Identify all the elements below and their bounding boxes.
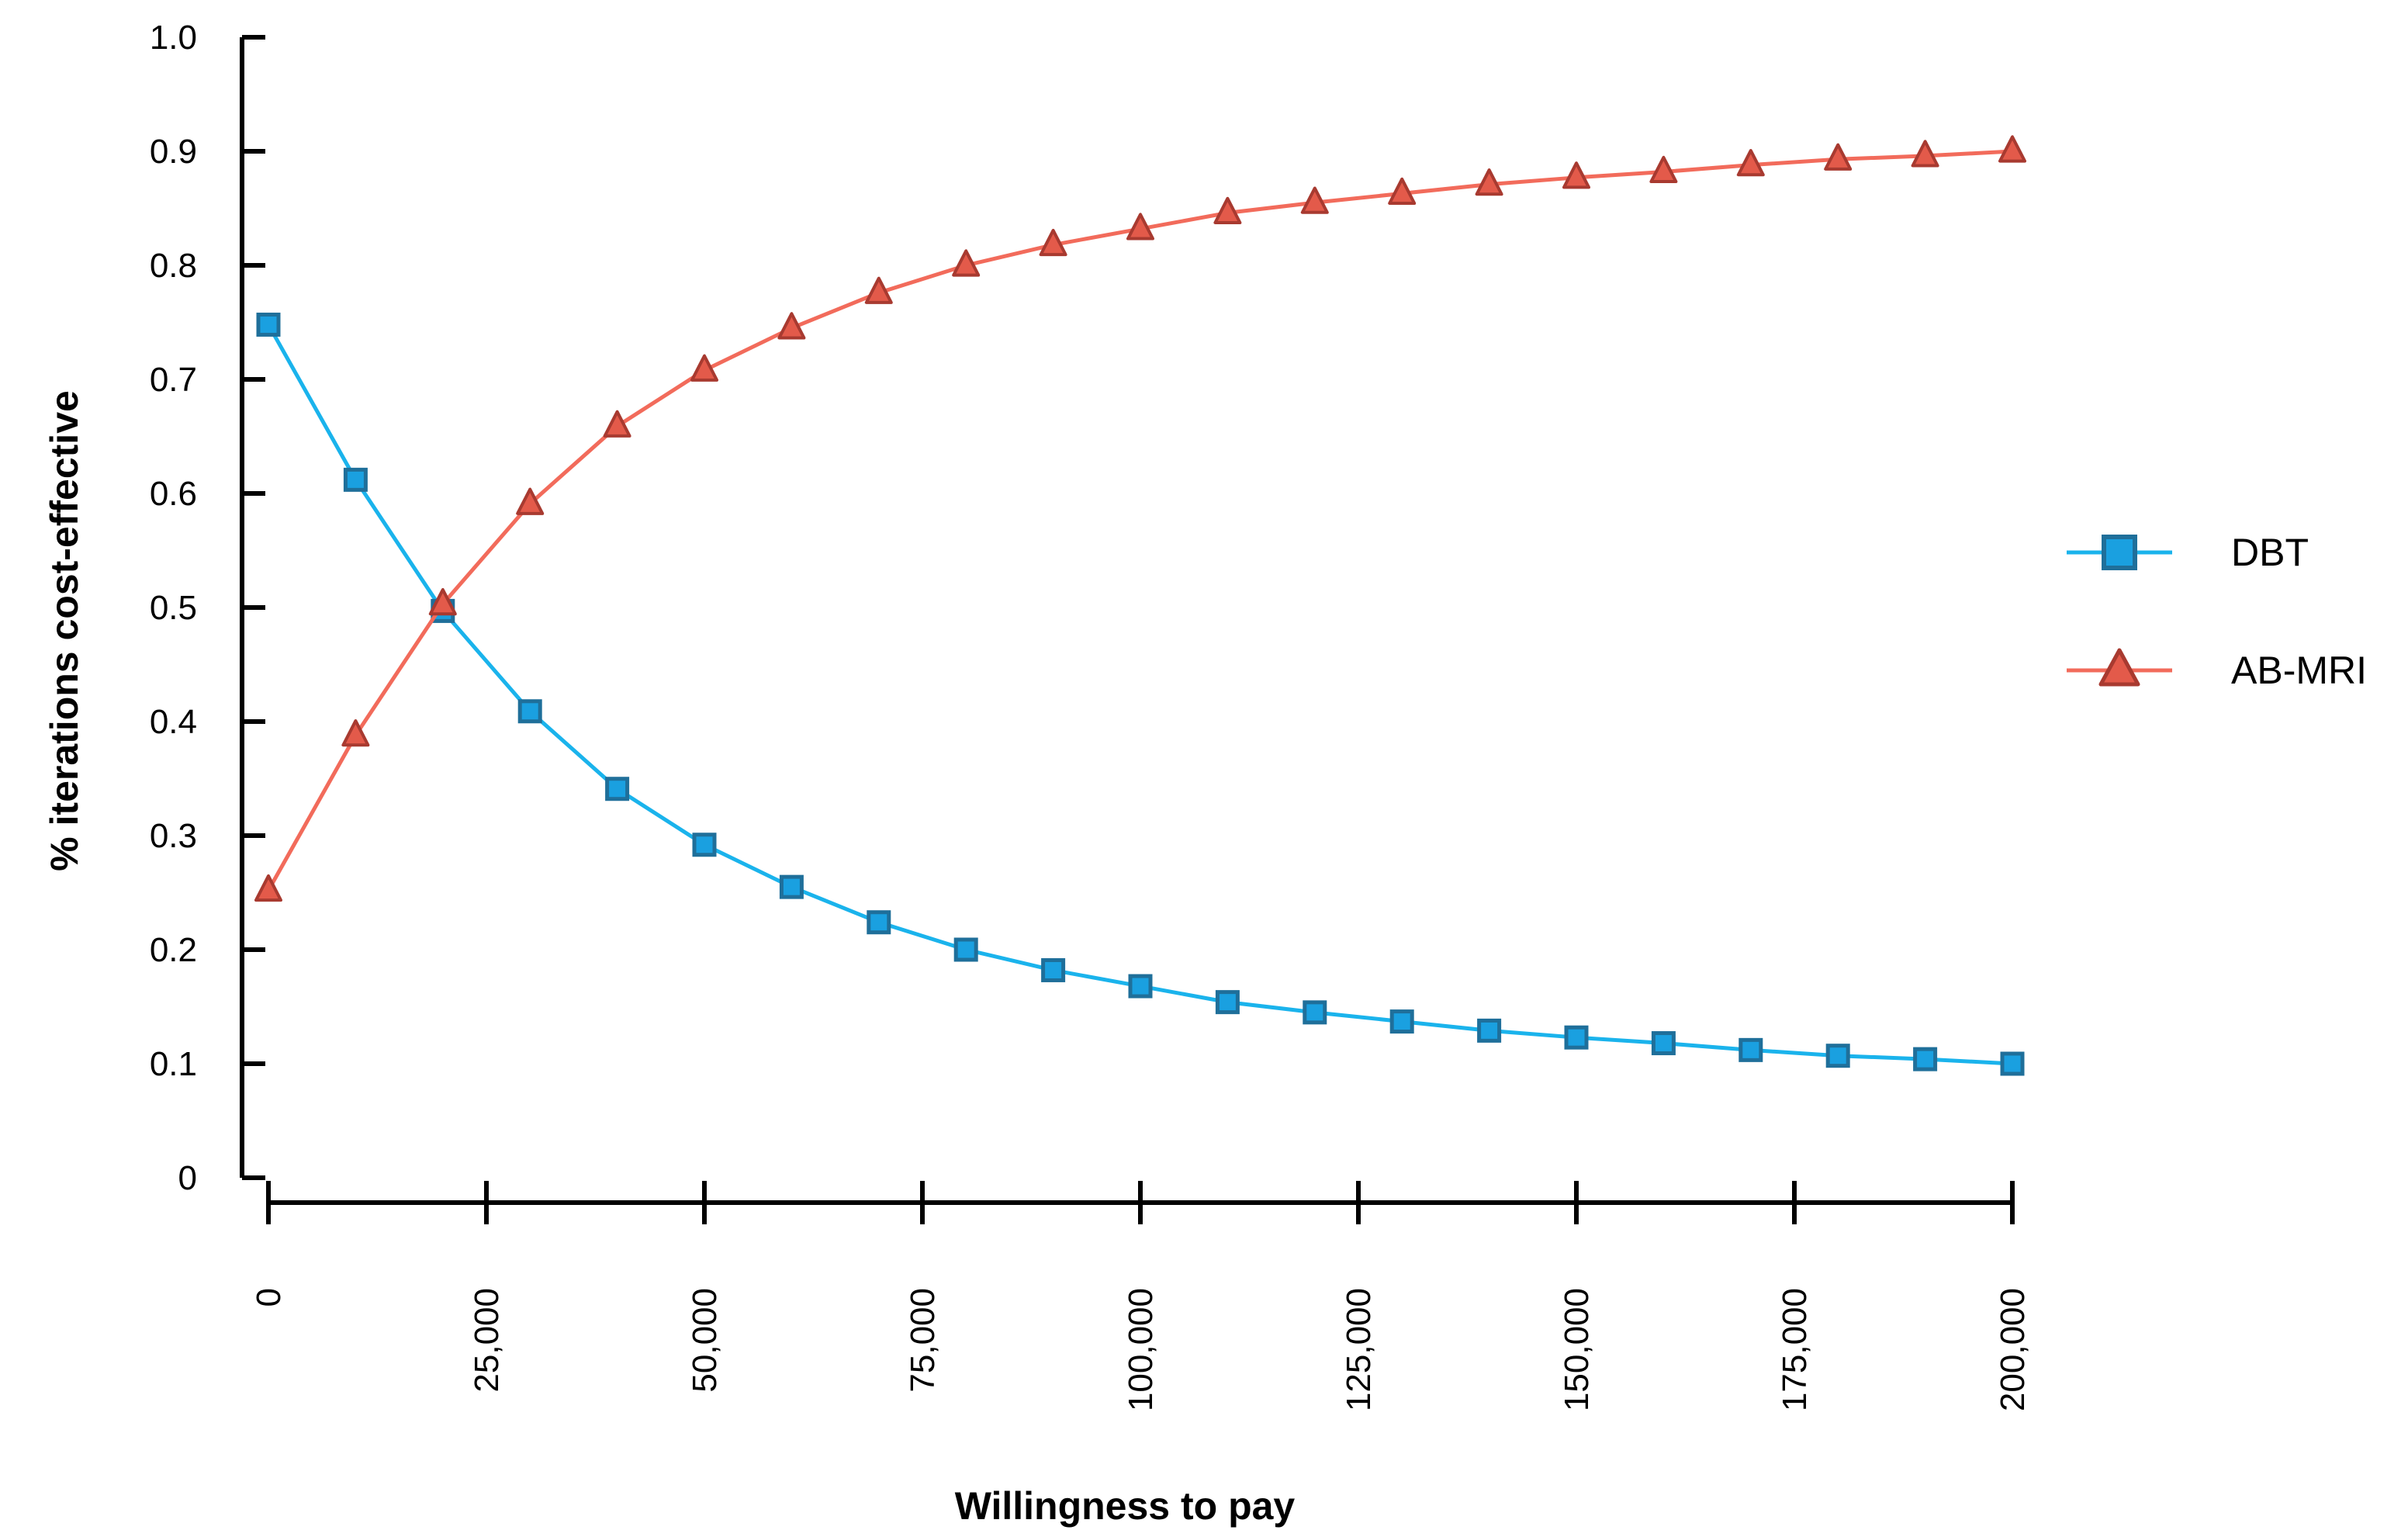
data-point-ab-mri (1126, 213, 1154, 241)
data-point-ab-mri (428, 587, 457, 616)
data-point-ab-mri (1911, 140, 1939, 168)
data-point-ab-mri (864, 276, 893, 304)
data-point-dbt (953, 937, 978, 962)
data-point-dbt (1215, 990, 1240, 1015)
data-point-ab-mri (1039, 228, 1067, 257)
data-point-dbt (1128, 974, 1153, 999)
legend-marker-ab-mri (2098, 648, 2140, 687)
y-tick-label: 0 (178, 1159, 197, 1197)
data-point-dbt (1041, 957, 1066, 982)
data-point-dbt (867, 910, 891, 935)
data-point-ab-mri (516, 487, 545, 515)
x-tick-label: 0 (250, 1288, 288, 1307)
x-axis-title: Willingness to pay (955, 1484, 1296, 1528)
legend-label-dbt: DBT (2231, 531, 2309, 574)
data-point-dbt (1389, 1009, 1414, 1034)
data-point-ab-mri (1475, 168, 1503, 196)
data-point-ab-mri (1649, 155, 1678, 184)
x-tick-label: 25,000 (468, 1288, 506, 1393)
x-ticks: 0 25,000 50,000 75,000 100,000 125,000 150,000… (250, 1181, 2032, 1411)
data-point-dbt (1739, 1037, 1763, 1062)
data-point-ab-mri (341, 719, 370, 747)
series-line-ab-mri (266, 149, 2013, 891)
data-point-dbt (1825, 1044, 1850, 1068)
data-point-dbt (256, 312, 281, 337)
data-point-dbt (1913, 1047, 1938, 1071)
data-point-ab-mri (690, 354, 718, 382)
data-point-dbt (517, 699, 542, 724)
data-point-ab-mri (603, 410, 631, 438)
x-tick-label: 125,000 (1340, 1288, 1378, 1411)
y-ticks: 0 0.1 0.2 0.3 0.4 0.5 0.6 0.7 0.8 0.9 1.0 (150, 19, 265, 1197)
x-tick-label: 200,000 (1994, 1288, 2032, 1411)
data-point-ab-mri (1213, 196, 1242, 224)
y-axis-title: % iterations cost-effective (43, 390, 86, 871)
data-point-dbt (1303, 1000, 1327, 1025)
x-tick-label: 175,000 (1776, 1288, 1814, 1411)
y-tick-label: 0.2 (150, 931, 197, 969)
data-point-dbt (692, 833, 717, 857)
x-tick-label: 100,000 (1122, 1288, 1160, 1411)
legend-label-ab-mri: AB-MRI (2231, 649, 2367, 692)
y-tick-label: 0.4 (150, 703, 197, 741)
y-tick-label: 0.9 (150, 133, 197, 171)
data-point-dbt (2000, 1051, 2025, 1076)
y-tick-label: 0.3 (150, 817, 197, 855)
legend-item-dbt: DBT (2067, 531, 2309, 574)
series-dbt (256, 312, 2025, 1076)
data-point-ab-mri (1824, 143, 1853, 171)
plot-area: 0 0.1 0.2 0.3 0.4 0.5 0.6 0.7 0.8 0.9 1.0 0 25,000 5… (150, 19, 2032, 1411)
data-point-dbt (779, 874, 804, 899)
x-tick-label: 75,000 (904, 1288, 942, 1393)
x-tick-label: 50,000 (686, 1288, 724, 1393)
y-tick-label: 1.0 (150, 19, 197, 57)
y-tick-label: 0.5 (150, 589, 197, 627)
series-layer (254, 135, 2026, 1076)
series-ab-mri (254, 135, 2026, 902)
y-tick-label: 0.1 (150, 1045, 197, 1083)
legend: DBT AB-MRI (2067, 531, 2367, 692)
y-tick-label: 0.6 (150, 475, 197, 513)
data-point-dbt (605, 777, 630, 801)
y-tick-label: 0.8 (150, 247, 197, 285)
y-tick-label: 0.7 (150, 361, 197, 399)
data-point-dbt (1651, 1031, 1676, 1056)
data-point-dbt (343, 467, 368, 492)
data-point-ab-mri (952, 249, 981, 277)
legend-item-ab-mri: AB-MRI (2067, 648, 2367, 692)
data-point-ab-mri (1998, 135, 2026, 163)
data-point-dbt (1477, 1018, 1502, 1043)
data-point-dbt (1564, 1025, 1589, 1050)
data-point-ab-mri (777, 312, 806, 340)
data-point-ab-mri (1736, 149, 1765, 177)
data-point-ab-mri (1388, 177, 1417, 205)
series-line-dbt (266, 324, 2013, 1066)
data-point-ab-mri (1300, 186, 1329, 214)
data-point-ab-mri (1562, 161, 1590, 189)
data-point-ab-mri (254, 874, 282, 902)
legend-marker-dbt (2102, 535, 2137, 570)
x-tick-label: 150,000 (1558, 1288, 1596, 1411)
